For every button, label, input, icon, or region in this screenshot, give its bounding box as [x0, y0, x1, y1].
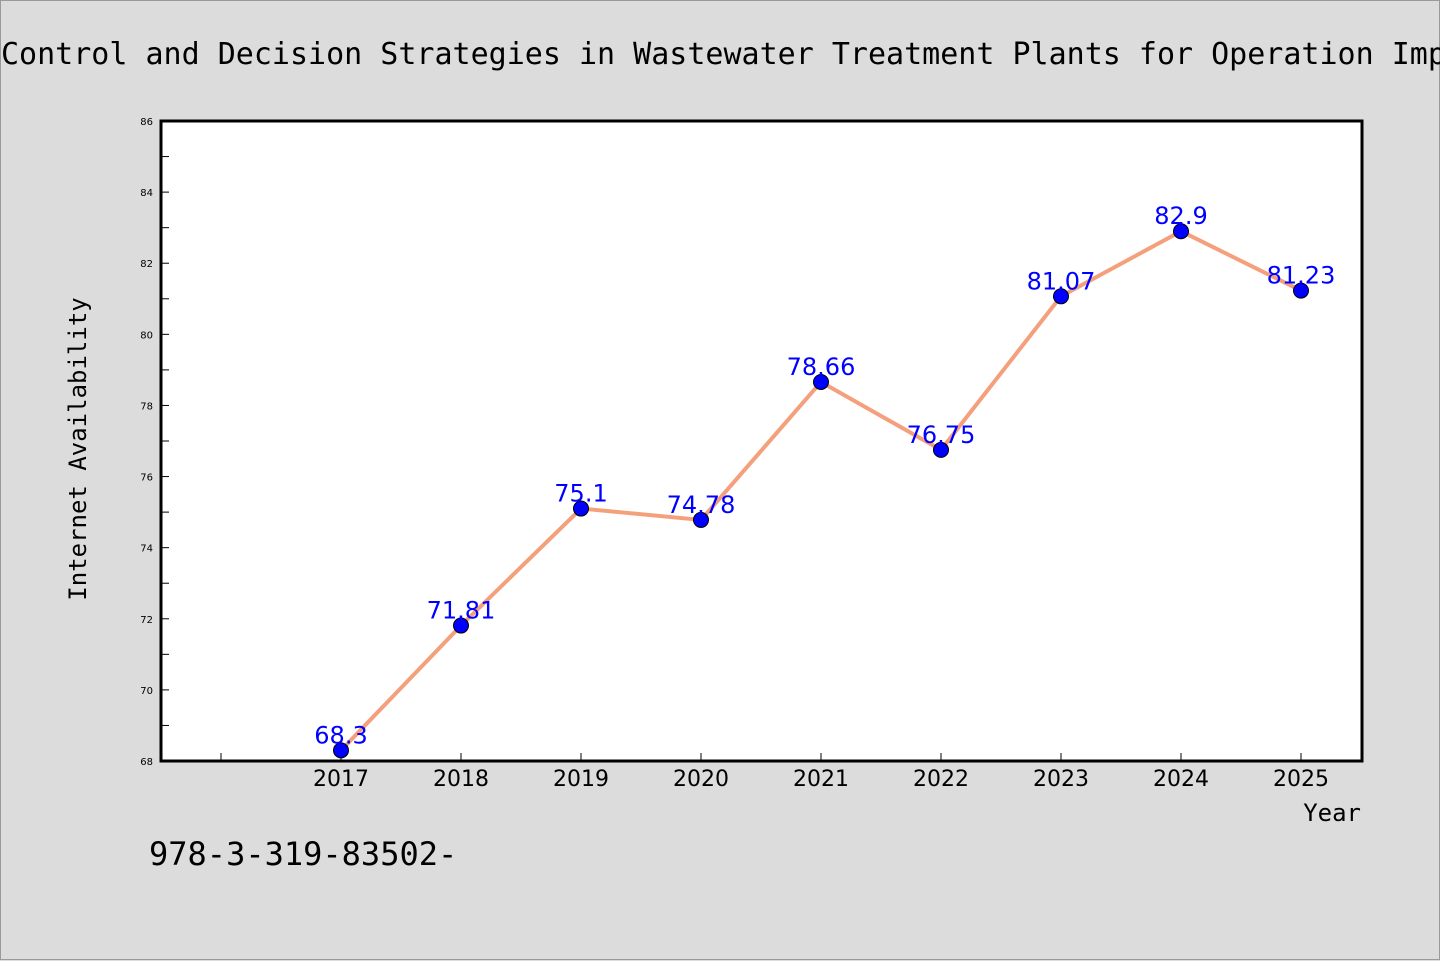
x-tick-label: 2024	[1153, 767, 1209, 792]
x-tick-label: 2018	[433, 767, 489, 792]
y-tick-label: 68	[140, 757, 153, 768]
data-point	[333, 742, 349, 759]
data-label: 68.3	[314, 721, 367, 749]
x-axis-label: Year	[1303, 799, 1361, 827]
y-axis-label: Internet Availability	[64, 297, 92, 600]
data-label: 76.75	[907, 421, 976, 449]
x-tick-label: 2023	[1033, 767, 1089, 792]
data-label: 75.1	[554, 480, 607, 508]
y-tick-label: 72	[140, 615, 153, 626]
data-point	[693, 511, 709, 528]
y-axis: 68 70 72 74 76 78 80 82 84 86	[140, 117, 169, 768]
y-tick-label: 80	[140, 330, 153, 341]
data-label: 74.78	[667, 491, 736, 519]
y-tick-label: 78	[140, 401, 153, 412]
series-layer: 68.3 71.81 75.1 74.78 78.66 76.75 81.07 82.9 81.…	[314, 202, 1336, 759]
x-tick-label: 2017	[313, 767, 369, 792]
data-point	[573, 500, 589, 517]
y-tick-label: 84	[140, 188, 153, 199]
x-tick-label: 2022	[913, 767, 969, 792]
data-point	[1173, 223, 1189, 240]
data-point	[453, 617, 469, 634]
data-point	[933, 441, 949, 458]
data-label: 81.07	[1027, 267, 1096, 295]
y-tick-label: 74	[140, 544, 153, 555]
y-tick-label: 86	[140, 117, 153, 128]
y-tick-label: 82	[140, 259, 153, 270]
y-tick-label: 76	[140, 473, 153, 484]
data-point	[1053, 288, 1069, 305]
x-tick-label: 2020	[673, 767, 729, 792]
x-tick-label: 2021	[793, 767, 849, 792]
x-axis: 2017 2018 2019 2020 2021 2022 2023 2024 2025	[220, 753, 1329, 792]
data-label: 71.81	[427, 597, 496, 625]
footer-text: 978-3-319-83502-	[149, 835, 457, 873]
plot-area	[159, 119, 1364, 763]
x-tick-label: 2025	[1273, 767, 1329, 792]
data-label: 78.66	[787, 353, 856, 381]
data-point	[813, 373, 829, 390]
data-point	[1293, 282, 1309, 299]
data-label: 81.23	[1267, 262, 1336, 290]
data-label: 82.9	[1154, 202, 1207, 230]
y-tick-label: 70	[140, 686, 153, 697]
chart-title: Control and Decision Strategies in Waste…	[1, 37, 1440, 72]
x-tick-label: 2019	[553, 767, 609, 792]
